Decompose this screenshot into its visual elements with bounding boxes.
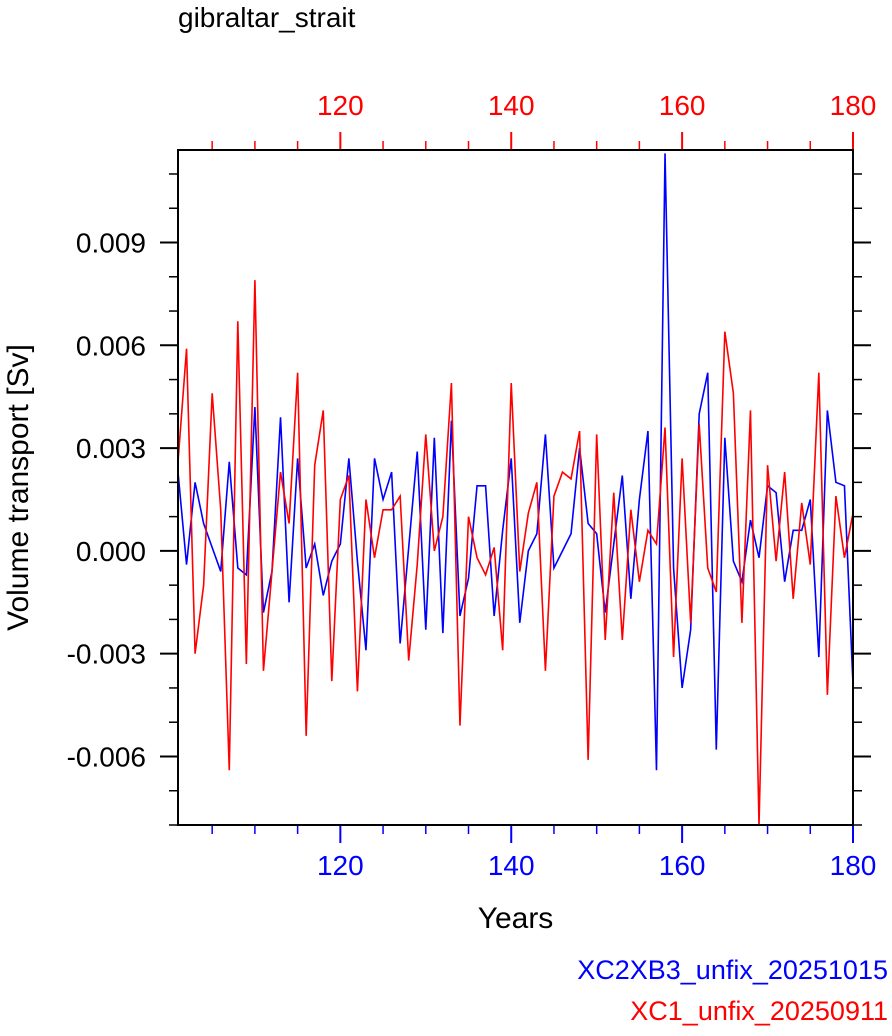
x-tick-label-bottom: 140: [488, 850, 535, 881]
y-tick-label: -0.006: [67, 741, 146, 772]
y-tick-label: -0.003: [67, 639, 146, 670]
plot-frame: [177, 149, 854, 826]
x-tick-label-top: 140: [488, 90, 535, 121]
chart-title: gibraltar_strait: [178, 2, 356, 33]
x-axis-label: Years: [478, 902, 554, 935]
x-tick-label-top: 120: [317, 90, 364, 121]
x-tick-label-bottom: 160: [659, 850, 706, 881]
x-tick-label-bottom: 180: [830, 850, 877, 881]
x-tick-label-top: 180: [830, 90, 877, 121]
y-tick-label: 0.006: [76, 330, 146, 361]
legend-entry-blue: XC2XB3_unfix_20251015: [577, 955, 888, 985]
legend-entry-red: XC1_unfix_20250911: [630, 996, 888, 1026]
y-axis-label: Volume transport [Sv]: [2, 344, 35, 631]
x-tick-label-bottom: 120: [317, 850, 364, 881]
y-tick-label: 0.009: [76, 228, 146, 259]
x-tick-label-top: 160: [659, 90, 706, 121]
series-line-red: [178, 280, 853, 825]
y-tick-label: 0.000: [76, 536, 146, 567]
y-tick-label: 0.003: [76, 433, 146, 464]
